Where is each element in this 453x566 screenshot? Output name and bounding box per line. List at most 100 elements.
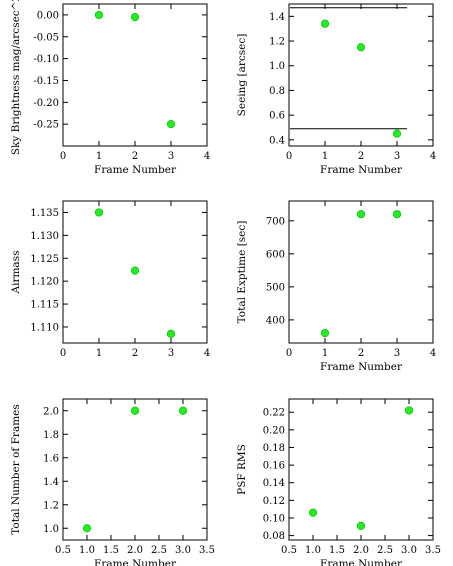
x-tick-label: 4: [204, 151, 210, 162]
plot-frame: [288, 3, 434, 147]
y-tick-label: 0.12: [263, 496, 285, 507]
y-tick-label: -0.25: [33, 120, 59, 131]
y-tick-label: 0.18: [263, 443, 285, 454]
y-tick-label: -0.10: [33, 54, 59, 65]
y-tick-label: 1.6: [43, 453, 59, 464]
y-tick-label: 0.22: [263, 408, 285, 419]
y-tick-label: 1.0: [43, 524, 59, 535]
x-tick-label: 3: [394, 348, 400, 359]
data-point: [94, 10, 104, 20]
plot-panel-4: 0 1 2 3 4 400 500 600 700 Frame Number Total Expti…: [236, 200, 436, 373]
y-tick-label: 1.2: [269, 37, 285, 48]
plot-panel-1: 0 1 2 3 4 0.00 -0.05 -0.10 -0.15 -0.20 -0.25 Frame …: [10, 0, 210, 176]
y-tick-label: 1.110: [30, 322, 59, 333]
x-tick-label: 1.5: [103, 545, 119, 556]
y-tick-label: 500: [266, 282, 285, 293]
x-axis-label: Frame Number: [320, 558, 403, 566]
x-tick-label: 3: [394, 151, 400, 162]
data-point: [392, 129, 402, 138]
y-axis-label: Total Number of Frames: [10, 404, 22, 535]
x-tick-label: 0: [60, 151, 66, 162]
x-tick-label: 0: [60, 348, 66, 359]
x-tick-label: 2: [358, 348, 364, 359]
y-tick-label: 0.14: [263, 478, 285, 489]
x-tick-label: 3: [168, 348, 174, 359]
x-tick-label: 1: [322, 151, 328, 162]
plot-panel-6: 0.5 1.0 1.5 2.0 2.5 3.0 3.5 0.08 0.10 0.12 0.14 0.1…: [236, 398, 441, 566]
y-tick-label: 1.130: [30, 231, 59, 242]
x-tick-label: 2.0: [127, 545, 143, 556]
y-tick-label: 1.2: [43, 500, 59, 511]
x-tick-label: 0.5: [281, 545, 297, 556]
x-tick-label: 4: [430, 348, 436, 359]
y-tick-label: 0.4: [269, 135, 285, 146]
data-point: [94, 208, 104, 217]
y-tick-label: -0.15: [33, 76, 59, 87]
x-tick-label: 2: [132, 348, 138, 359]
x-tick-label: 1.0: [79, 545, 95, 556]
y-tick-label: 700: [266, 216, 285, 227]
y-tick-label: 1.115: [30, 300, 59, 311]
x-tick-label: 3: [168, 151, 174, 162]
data-point: [356, 43, 366, 52]
plot-panel-3: 0 1 2 3 4 1.110 1.115 1.120 1.125 1.130 1.135 Airma…: [10, 200, 210, 359]
y-axis-label: Sky Brightness mag/arcsec^2: [10, 0, 22, 155]
x-axis-label: Frame Number: [94, 558, 177, 566]
data-point: [356, 521, 366, 531]
y-tick-label: 1.135: [30, 208, 59, 219]
y-tick-label: 1.125: [30, 254, 59, 265]
x-tick-label: 2: [358, 151, 364, 162]
x-tick-label: 2.5: [377, 545, 393, 556]
x-tick-label: 0: [286, 151, 292, 162]
y-tick-label: 0.20: [263, 425, 285, 436]
data-point: [130, 406, 140, 415]
y-axis-label: Seeing [arcsec]: [236, 34, 248, 117]
y-tick-label: 0.00: [37, 10, 59, 21]
x-axis-label: Frame Number: [320, 164, 403, 176]
y-tick-label: 0.10: [263, 513, 285, 524]
y-tick-label: 1.120: [30, 277, 59, 288]
data-point: [356, 210, 366, 219]
data-point: [130, 266, 140, 275]
x-tick-label: 3.5: [425, 545, 441, 556]
x-tick-label: 1.0: [305, 545, 321, 556]
x-tick-label: 0: [286, 348, 292, 359]
x-tick-label: 2.0: [353, 545, 369, 556]
plot-panel-5: 0.5 1.0 1.5 2.0 2.5 3.0 3.5 1.0 1.2 1.4 1.6 1.8 2.0 F…: [10, 398, 215, 566]
y-tick-label: -0.05: [33, 32, 59, 43]
y-tick-label: 1.4: [43, 477, 59, 488]
y-tick-label: -0.20: [33, 98, 59, 109]
y-tick-label: 2.0: [43, 406, 59, 417]
plot-frame: [62, 398, 208, 541]
x-tick-label: 0.5: [55, 545, 71, 556]
x-tick-label: 1: [96, 348, 102, 359]
data-point: [320, 328, 330, 338]
y-tick-label: 1.8: [43, 430, 59, 441]
data-point: [82, 524, 92, 533]
x-axis-label: Frame Number: [94, 164, 177, 176]
data-point: [404, 406, 414, 415]
data-point: [130, 13, 140, 22]
x-tick-label: 2: [132, 151, 138, 162]
y-tick-label: 0.6: [269, 111, 285, 122]
x-tick-label: 3.0: [175, 545, 191, 556]
plot-frame: [288, 398, 434, 541]
plot-panel-2: 0 1 2 3 4 0.4 0.6 0.8 1.0 1.2 1.4 Frame Number Seein…: [236, 3, 436, 176]
x-tick-label: 2.5: [151, 545, 167, 556]
data-point: [308, 508, 318, 517]
y-tick-label: 0.08: [263, 531, 285, 542]
x-tick-label: 4: [204, 348, 210, 359]
y-tick-label: 0.8: [269, 86, 285, 97]
data-point: [392, 210, 402, 219]
y-axis-label: Total Exptime [sec]: [236, 221, 248, 324]
y-tick-label: 1.0: [269, 61, 285, 72]
data-point: [166, 120, 176, 129]
y-tick-label: 1.4: [269, 12, 285, 23]
x-tick-label: 1: [322, 348, 328, 359]
plot-frame: [62, 3, 208, 147]
data-point: [320, 19, 330, 28]
y-tick-label: 0.16: [263, 461, 285, 472]
data-point: [166, 329, 176, 338]
plot-frame: [288, 200, 434, 344]
x-tick-label: 4: [430, 151, 436, 162]
